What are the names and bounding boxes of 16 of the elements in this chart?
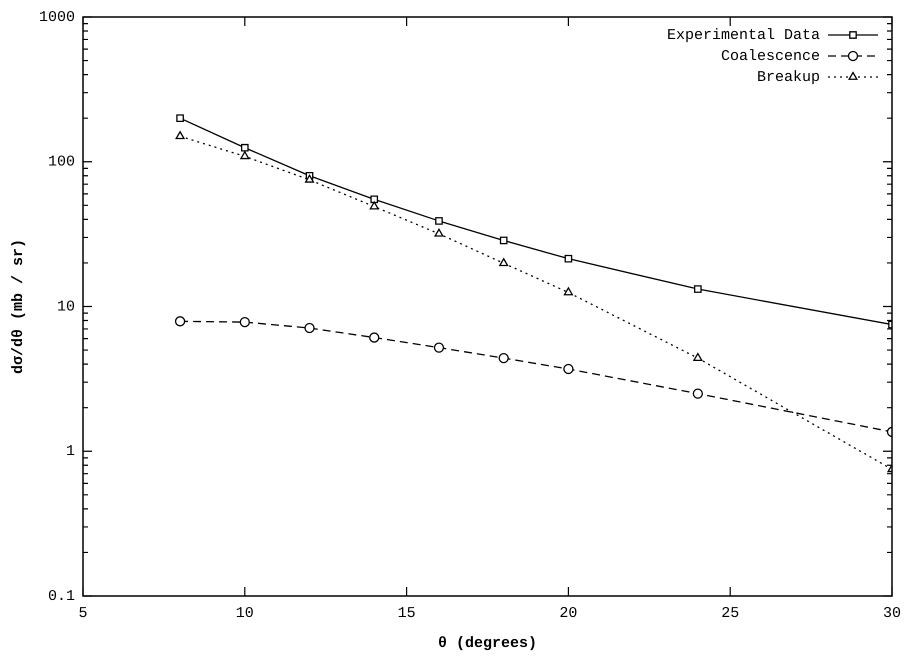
y-tick-label: 1 (66, 443, 76, 460)
x-tick-label: 20 (559, 604, 578, 622)
x-tick-label: 10 (236, 604, 254, 622)
y-tick-label: 1000 (38, 8, 76, 26)
y-tick-label: 10 (56, 298, 76, 316)
y-tick-label: 100 (48, 154, 76, 171)
x-tick-label: 5 (78, 604, 88, 622)
legend-label: Coalescence (720, 48, 820, 65)
legend-label: Breakup (756, 68, 820, 86)
y-tick-label: 0.1 (48, 588, 76, 605)
legend-label: Experimental Data (666, 26, 820, 44)
x-tick-label: 30 (882, 604, 902, 622)
y-axis-title: dσ/dθ (mb / sr) (10, 238, 27, 374)
x-tick-label: 25 (721, 604, 740, 622)
x-tick-label: 15 (398, 604, 416, 622)
x-axis-title: θ (degrees) (438, 634, 538, 652)
